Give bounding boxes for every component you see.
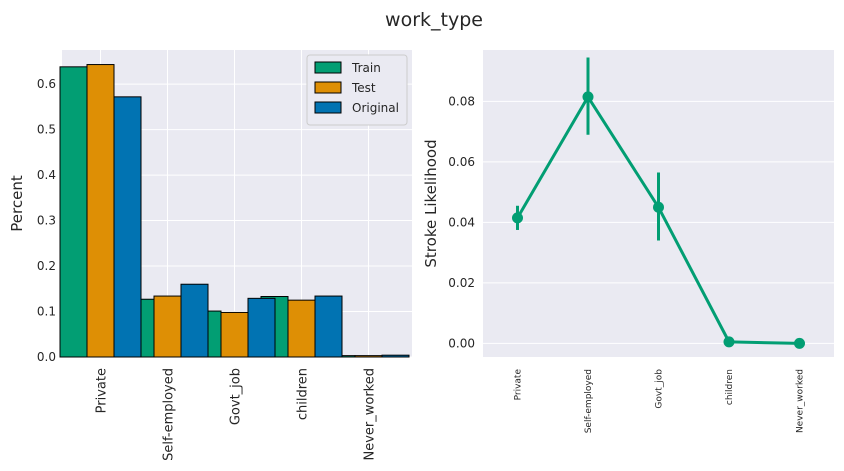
bar-test-never-worked (354, 355, 383, 358)
point-chart-ytick-label: 0.08 (448, 94, 475, 108)
point-children (723, 336, 735, 348)
legend-label-test: Test (351, 81, 376, 95)
bar-chart-xtick-label: Private (95, 368, 110, 413)
bar-chart-panel: 0.0 0.1 0.2 0.3 0.4 0.5 0.6 Private Self-employe… (8, 50, 412, 461)
bar-original-private (113, 96, 142, 358)
bar-test-private (86, 64, 115, 358)
bar-chart-ylabel: Percent (8, 175, 26, 232)
bar-chart-ytick-label: 0.5 (37, 123, 56, 137)
bar-chart-xtick-label: Never_worked (363, 368, 378, 461)
bar-test-govt-job (220, 311, 249, 358)
point-chart-ytick-label: 0.04 (448, 215, 475, 229)
point-private (512, 212, 523, 224)
point-chart-xtick-label: Private (514, 369, 524, 401)
bar-original-children (314, 295, 343, 358)
bar-chart-ytick-label: 0.1 (37, 305, 56, 319)
point-never-worked (794, 337, 805, 349)
bar-chart-legend: Train Test Original (306, 54, 408, 126)
point-chart-ytick-label: 0.06 (448, 155, 475, 169)
bar-chart-xtick-label: Self-employed (162, 368, 177, 461)
point-chart-xtick-label: Self-employed (584, 369, 594, 433)
bar-test-children (287, 299, 316, 358)
bar-original-never-worked (381, 354, 410, 358)
legend-swatch-original (314, 101, 342, 114)
bar-chart-ytick-label: 0.2 (37, 259, 56, 273)
bar-chart-ytick-label: 0.4 (37, 168, 56, 182)
bar-chart-xtick-label: Govt_job (229, 368, 244, 425)
point-self-employed (582, 91, 594, 103)
bar-chart-ytick-label: 0.3 (37, 214, 56, 228)
legend-label-original: Original (352, 101, 399, 115)
point-chart-ylabel: Stroke Likelihood (422, 139, 440, 267)
bar-original-self-employed (180, 283, 209, 358)
legend-swatch-train (314, 61, 342, 74)
point-chart-xtick-label: Never_worked (796, 369, 806, 433)
bar-chart-ytick-label: 0.6 (37, 77, 56, 91)
point-chart-ytick-label: 0.02 (448, 276, 475, 290)
point-chart-ytick-label: 0.00 (448, 336, 475, 350)
legend-swatch-test (314, 81, 342, 94)
figure-title: work_type (385, 9, 483, 31)
bar-chart-xtick-label: children (296, 368, 311, 420)
point-govt-job (653, 201, 664, 213)
point-chart-xtick-label: Govt_job (655, 369, 665, 409)
legend-label-train: Train (351, 61, 381, 75)
point-chart-xtick-label: children (725, 369, 735, 405)
point-chart-panel: 0.00 0.02 0.04 0.06 0.08 Private Self-employed… (422, 50, 834, 433)
bar-original-govt-job (247, 297, 276, 358)
bar-chart-ytick-label: 0.0 (37, 350, 56, 364)
bar-train-private (59, 66, 88, 358)
bar-test-self-employed (153, 295, 182, 358)
